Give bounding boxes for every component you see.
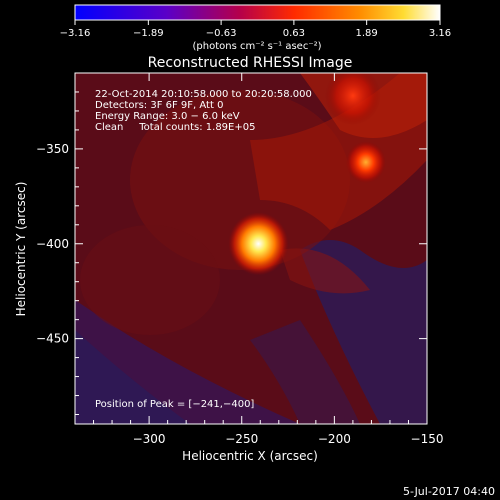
- x-axis: −300 −250 −200 −150: [93, 73, 444, 446]
- y-tick-label: −350: [36, 142, 69, 156]
- colorbar-tick-label: −1.89: [133, 28, 164, 39]
- chart-title: Reconstructed RHESSI Image: [148, 55, 353, 71]
- source-3: [324, 73, 381, 126]
- plot-frame: [74, 72, 428, 425]
- annotation-block: 22-Oct-2014 20:10:58.000 to 20:20:58.000…: [95, 89, 312, 133]
- peak-position-label: Position of Peak = [−241,−400]: [95, 399, 254, 410]
- annotation-time: 22-Oct-2014 20:10:58.000 to 20:20:58.000: [95, 89, 312, 100]
- colorbar-tick-label: 0.63: [283, 28, 305, 39]
- colorbar-tick-label: −3.16: [60, 28, 91, 39]
- colorbar-tick-label: −0.63: [206, 28, 237, 39]
- colorbar: −3.16 −1.89 −0.63 0.63 1.89 3.16 (photons cm⁻…: [60, 4, 451, 52]
- y-axis: −350 −400 −450: [36, 91, 427, 416]
- source-2: [345, 141, 386, 184]
- y-tick-label: −450: [36, 332, 69, 346]
- heatmap-image: [75, 73, 427, 424]
- annotation-detectors: Detectors: 3F 6F 9F, Att 0: [95, 100, 223, 111]
- annotation-energy: Energy Range: 3.0 − 6.0 keV: [95, 111, 240, 122]
- x-tick-label: −150: [411, 432, 444, 446]
- x-axis-label: Heliocentric X (arcsec): [182, 449, 318, 463]
- colorbar-unit: (photons cm⁻² s⁻¹ asec⁻²): [192, 41, 321, 52]
- y-tick-label: −400: [36, 237, 69, 251]
- annotation-counts: Clean Total counts: 1.89E+05: [95, 122, 255, 133]
- x-tick-label: −300: [133, 432, 166, 446]
- source-1: [228, 212, 289, 276]
- x-tick-label: −250: [225, 432, 258, 446]
- footer-date: 5-Jul-2017 04:40: [403, 485, 495, 498]
- colorbar-tick-label: 1.89: [356, 28, 378, 39]
- x-tick-label: −200: [318, 432, 351, 446]
- y-axis-label: Heliocentric Y (arcsec): [14, 182, 28, 317]
- colorbar-tick-label: 3.16: [429, 28, 451, 39]
